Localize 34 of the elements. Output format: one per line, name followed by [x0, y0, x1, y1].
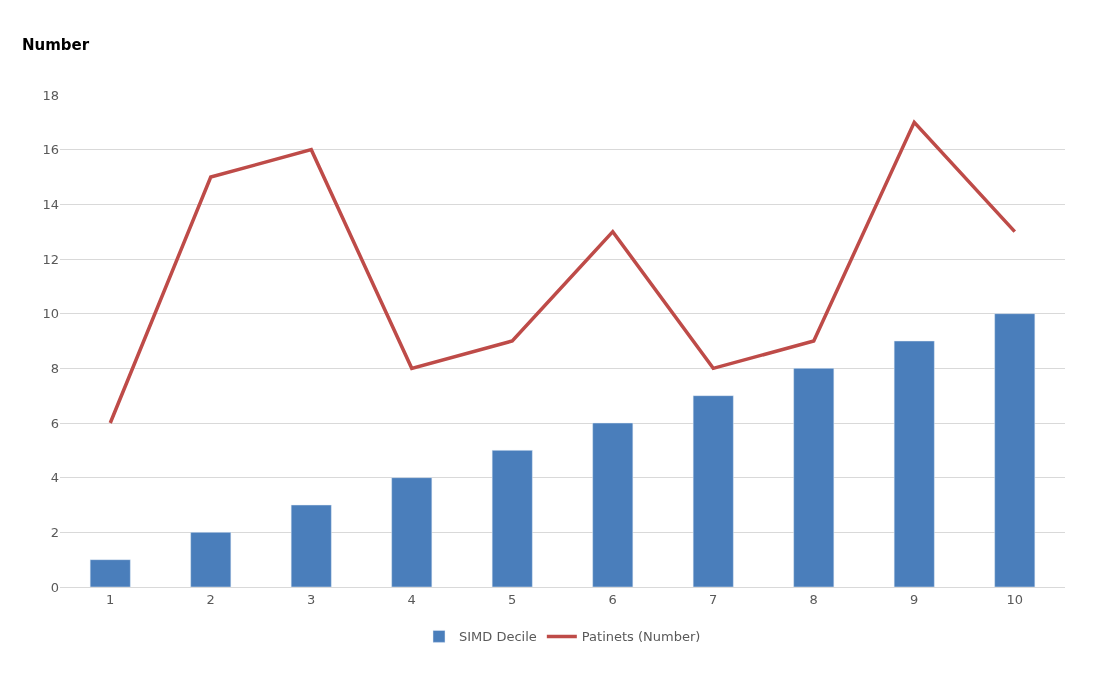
x-tick-label: 5	[508, 591, 517, 607]
y-tick-label: 18	[42, 87, 59, 103]
legend-label: SIMD Decile	[459, 629, 537, 645]
bar	[994, 313, 1036, 587]
y-tick-label: 14	[42, 196, 59, 212]
legend-label: Patinets (Number)	[581, 629, 701, 645]
y-axis-title: Number	[22, 36, 90, 54]
x-tick-label: 9	[910, 591, 919, 607]
x-tick-label: 7	[709, 591, 718, 607]
line-series	[108, 120, 1017, 425]
y-tick-label: 2	[50, 524, 59, 540]
bar	[692, 395, 734, 587]
bar	[793, 368, 835, 587]
bar	[391, 477, 433, 587]
y-tick-label: 0	[50, 579, 59, 595]
y-tick-label: 12	[42, 251, 59, 267]
bar	[491, 450, 533, 587]
x-tick-label: 2	[206, 591, 215, 607]
y-tick-label: 8	[50, 360, 59, 376]
bar	[89, 559, 131, 587]
y-tick-label: 16	[42, 142, 59, 158]
y-tick-label: 4	[50, 470, 59, 486]
bar	[592, 422, 634, 587]
x-tick-label: 1	[106, 591, 115, 607]
bar	[190, 532, 232, 587]
y-tick-label: 10	[42, 306, 59, 322]
x-tick-label: 3	[307, 591, 316, 607]
bar	[290, 504, 332, 587]
bar	[893, 340, 935, 587]
x-tick-label: 4	[407, 591, 416, 607]
y-tick-label: 6	[50, 415, 59, 431]
x-tick-label: 8	[809, 591, 818, 607]
x-tick-label: 10	[1006, 591, 1024, 607]
x-tick-label: 6	[608, 591, 617, 607]
